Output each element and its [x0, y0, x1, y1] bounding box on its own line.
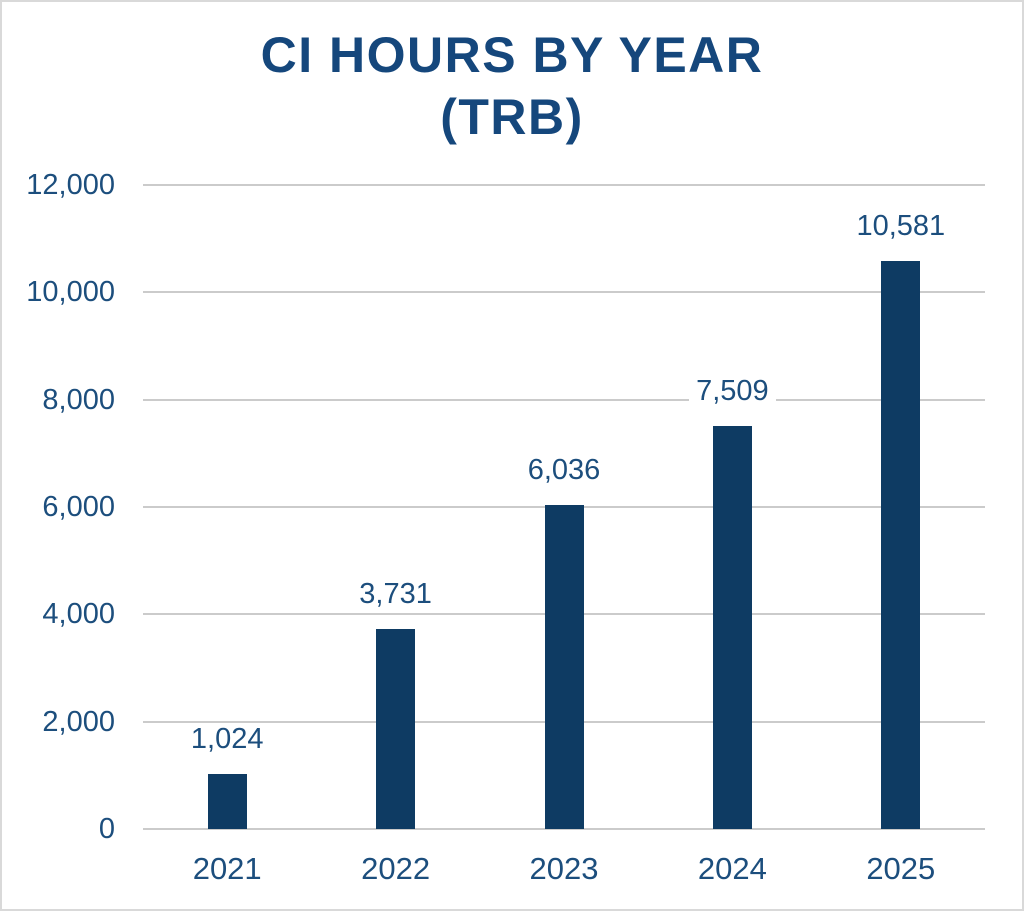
bar-value-text-2025: 10,581 [849, 211, 953, 241]
bar-value-text-2024: 7,509 [689, 376, 776, 406]
y-axis-tick-label-2000: 2,000 [42, 705, 115, 738]
bar-value-label-2022: 3,731 [286, 579, 506, 609]
bar-value-text-2021: 1,024 [183, 724, 271, 754]
bar-value-text-2022: 3,731 [352, 579, 439, 609]
bar-2022 [376, 629, 416, 829]
x-axis-label-2025: 2025 [866, 851, 936, 886]
gridline-10000 [143, 291, 985, 294]
plot-area: 1,024 3,731 6,036 7,509 10,581 [143, 184, 985, 830]
bar-2025 [881, 261, 921, 829]
bar-2024 [712, 426, 752, 829]
bar-2021 [207, 774, 247, 829]
gridline-8000 [143, 398, 985, 401]
bar-value-label-2021: 1,024 [117, 724, 337, 754]
chart-title-line2: (TRB) [440, 89, 584, 145]
y-axis-tick-label-8000: 8,000 [42, 383, 115, 416]
y-axis-tick-label-12000: 12,000 [26, 169, 115, 201]
x-axis-label-2022: 2022 [361, 851, 431, 886]
y-axis-tick-label-4000: 4,000 [42, 598, 115, 631]
y-axis-tick-label-0: 0 [98, 813, 115, 845]
bar-value-label-2023: 6,036 [454, 455, 674, 485]
x-axis-label-2021: 2021 [192, 851, 262, 886]
bar-value-label-2025: 10,581 [791, 211, 1011, 241]
gridline-0 [143, 828, 985, 830]
x-axis-label-2024: 2024 [697, 851, 767, 886]
y-axis-tick-label-6000: 6,000 [42, 491, 115, 523]
gridline-12000 [143, 184, 985, 186]
bar-value-text-2023: 6,036 [520, 455, 608, 485]
bar-value-label-2024: 7,509 [622, 376, 842, 406]
y-axis-tick-label-10000: 10,000 [26, 276, 115, 309]
chart-title: CI HOURS BY YEAR (TRB) [2, 24, 1022, 148]
bar-2023 [544, 505, 584, 829]
x-axis-label-2023: 2023 [529, 851, 599, 886]
chart-title-line1: CI HOURS BY YEAR [260, 27, 764, 83]
